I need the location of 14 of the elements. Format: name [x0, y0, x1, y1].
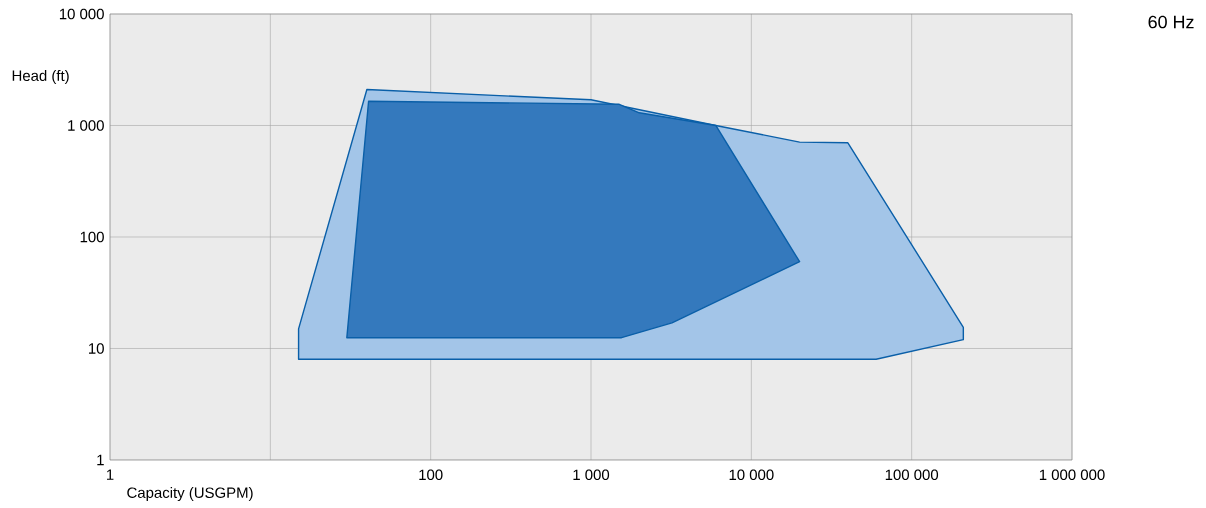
y-axis-title: Head (ft): [12, 70, 69, 84]
x-tick-label: 1 000: [573, 469, 610, 481]
x-tick-label: 100 000: [885, 469, 939, 481]
y-tick-label: 1 000: [68, 120, 104, 131]
y-tick-label: 1: [97, 454, 104, 466]
y-tick-label: 10 000: [59, 8, 104, 20]
x-tick-label: 100: [419, 469, 443, 481]
x-tick-label: 1: [107, 469, 114, 480]
x-tick-label: 1 000 000: [1039, 469, 1105, 481]
text: 60 Hz: [1148, 15, 1194, 29]
x-tick-label: 10 000: [729, 469, 774, 481]
x-axis-title: Capacity (USGPM): [127, 487, 253, 501]
y-tick-label: 10: [89, 343, 104, 354]
y-tick-label: 100: [80, 231, 104, 243]
